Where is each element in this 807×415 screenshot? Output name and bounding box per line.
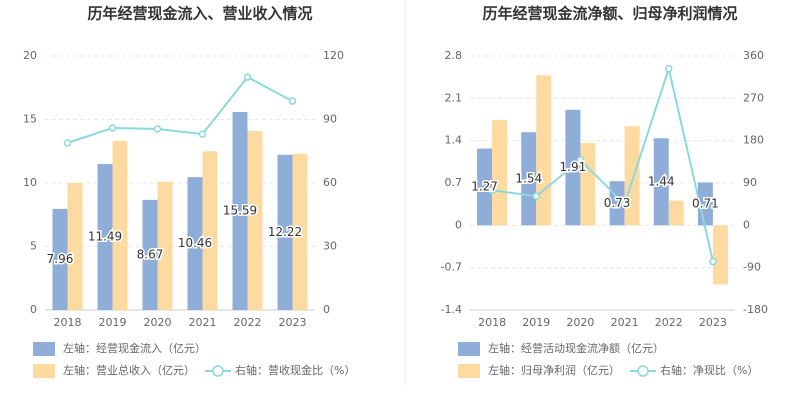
line-marker <box>576 156 585 164</box>
bar <box>157 181 173 310</box>
line-marker <box>620 200 629 208</box>
bar <box>668 200 684 226</box>
y-tick-label: 0 <box>30 303 37 316</box>
legend-swatch <box>458 342 480 356</box>
bar <box>580 143 596 226</box>
bar <box>232 112 248 310</box>
bar <box>653 138 669 226</box>
bar <box>477 148 493 226</box>
data-label: 0.71 <box>692 196 719 210</box>
line-marker <box>198 130 207 138</box>
y-tick-label: 10 <box>23 176 37 189</box>
data-label: 1.54 <box>515 171 542 185</box>
x-tick-label: 2018 <box>54 316 82 329</box>
bar <box>536 75 552 226</box>
legend-swatch <box>33 342 55 356</box>
line-marker <box>488 186 496 194</box>
y2-tick-label: 60 <box>323 176 337 189</box>
data-label: 10.46 <box>178 236 212 250</box>
x-tick-label: 2022 <box>655 316 683 329</box>
bar <box>112 141 128 310</box>
y-tick-label: 0 <box>455 218 462 231</box>
legend-marker <box>637 365 649 377</box>
chart-title: 历年经营现金流入、营业收入情况 <box>87 5 312 23</box>
x-tick-label: 2020 <box>566 316 594 329</box>
data-label: 1.27 <box>471 179 498 193</box>
data-label: 1.91 <box>560 160 587 174</box>
y2-tick-label: 120 <box>323 49 344 62</box>
line-marker <box>665 64 673 73</box>
data-label: 0.73 <box>604 196 631 210</box>
y2-tick-label: 180 <box>743 134 764 147</box>
data-label: 12.22 <box>268 225 302 239</box>
y2-tick-label: 360 <box>743 49 764 62</box>
bar <box>565 109 581 226</box>
y-tick-label: 2.8 <box>445 49 463 62</box>
data-label: 11.49 <box>88 230 122 244</box>
legend-label: 右轴：净现比（%） <box>660 363 758 377</box>
line <box>67 75 293 144</box>
bar <box>202 151 218 310</box>
bar <box>712 225 728 285</box>
x-tick-label: 2021 <box>189 316 217 329</box>
y-tick-label: 0.7 <box>445 176 463 189</box>
y2-tick-label: 270 <box>743 91 764 104</box>
y2-tick-label: 90 <box>743 176 757 189</box>
x-tick-label: 2023 <box>279 316 307 329</box>
bar <box>247 130 263 310</box>
bar <box>492 120 508 226</box>
data-label: 15.59 <box>223 204 257 218</box>
legend-swatch <box>33 364 55 378</box>
y-tick-label: 20 <box>23 49 37 62</box>
bar <box>52 208 68 310</box>
y2-tick-label: -180 <box>743 303 768 316</box>
x-tick-label: 2019 <box>522 316 550 329</box>
y2-tick-label: 0 <box>743 218 750 231</box>
data-label: 1.44 <box>648 174 675 188</box>
x-tick-label: 2019 <box>99 316 127 329</box>
x-tick-label: 2021 <box>611 316 639 329</box>
line-marker <box>288 97 297 105</box>
line-marker <box>243 73 252 81</box>
y2-tick-label: 0 <box>323 303 330 316</box>
y-tick-label: 15 <box>23 113 37 126</box>
y-tick-label: 2.1 <box>445 91 463 104</box>
line-marker <box>153 125 162 133</box>
x-tick-label: 2020 <box>144 316 172 329</box>
bar <box>277 154 293 310</box>
bar <box>67 183 83 310</box>
legend-label: 左轴：归母净利润（亿元） <box>488 363 620 377</box>
line-marker <box>108 124 117 132</box>
x-tick-label: 2023 <box>699 316 727 329</box>
y-tick-label: 5 <box>30 240 37 253</box>
line-marker <box>63 139 72 147</box>
x-tick-label: 2018 <box>478 316 506 329</box>
x-tick-label: 2022 <box>234 316 262 329</box>
y-tick-label: -1.4 <box>441 303 462 316</box>
bar <box>292 153 308 310</box>
legend-label: 右轴：营收现金比（%） <box>235 363 355 377</box>
bar <box>521 132 537 226</box>
legend-label: 左轴：经营现金流入（亿元） <box>63 341 206 355</box>
bar <box>97 164 113 310</box>
legend-marker <box>212 365 224 377</box>
bar <box>142 199 158 310</box>
bar <box>187 177 203 310</box>
y2-tick-label: 90 <box>323 113 337 126</box>
line-marker <box>532 192 540 200</box>
data-label: 7.96 <box>47 252 74 266</box>
data-label: 8.67 <box>137 247 164 261</box>
y-tick-label: 1.4 <box>445 134 463 147</box>
legend-label: 左轴：营业总收入（亿元） <box>63 363 195 377</box>
legend-swatch <box>458 364 480 378</box>
line-marker <box>709 257 717 266</box>
y2-tick-label: -90 <box>743 261 761 274</box>
legend-label: 左轴：经营活动现金流净额（亿元） <box>488 341 664 355</box>
y-tick-label: -0.7 <box>441 261 462 274</box>
line <box>491 64 714 262</box>
y2-tick-label: 30 <box>323 240 337 253</box>
bar <box>624 126 640 226</box>
chart-title: 历年经营现金流净额、归母净利润情况 <box>482 5 737 23</box>
